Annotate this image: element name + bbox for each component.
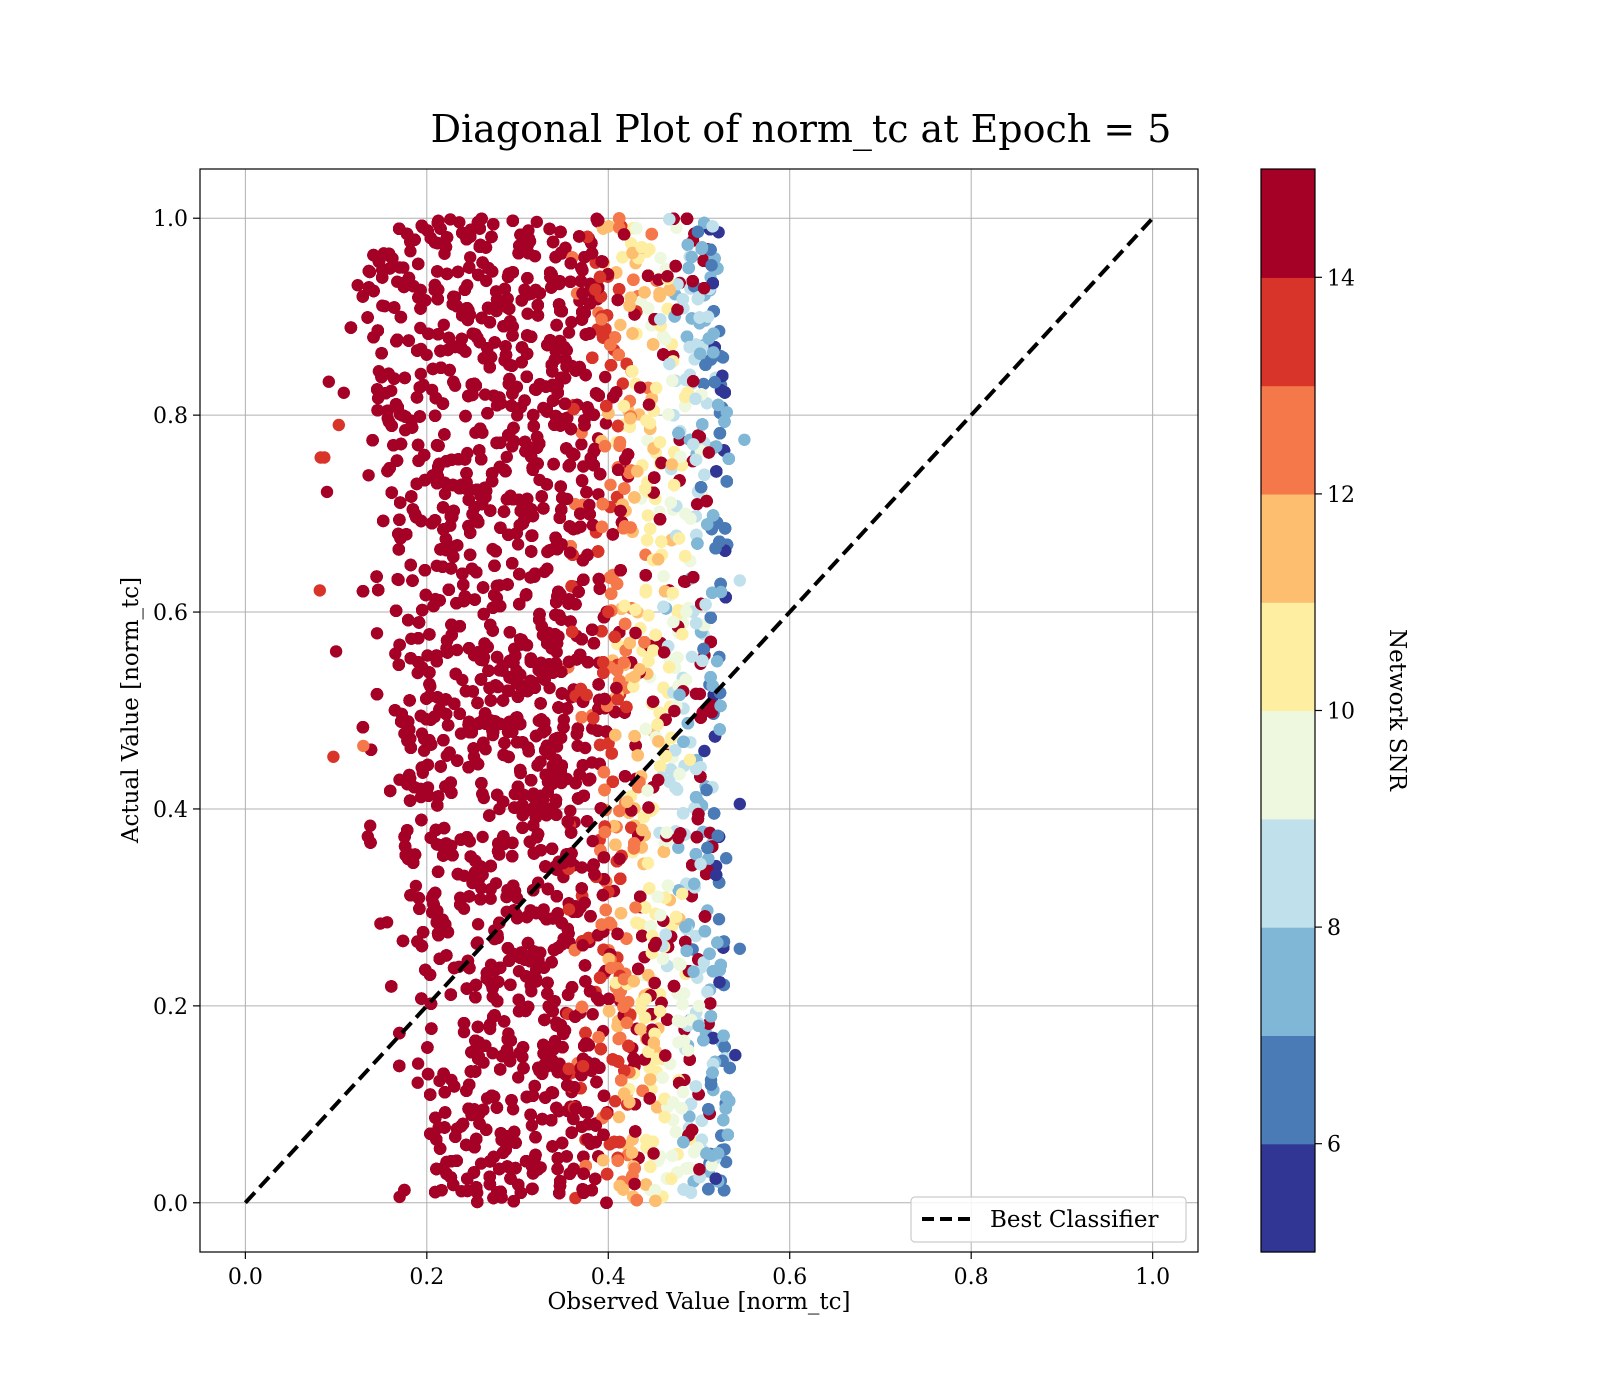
scatter-point bbox=[700, 397, 714, 410]
scatter-point bbox=[565, 315, 578, 329]
scatter-point bbox=[444, 213, 457, 226]
scatter-point bbox=[525, 1119, 539, 1132]
scatter-point bbox=[720, 406, 733, 419]
scatter-point bbox=[364, 819, 377, 832]
scatter-point bbox=[511, 538, 525, 551]
scatter-point bbox=[362, 469, 375, 482]
scatter-point bbox=[616, 377, 629, 390]
scatter-point bbox=[685, 650, 699, 663]
scatter-point bbox=[592, 488, 605, 501]
scatter-point bbox=[457, 1025, 471, 1039]
scatter-point bbox=[476, 830, 489, 844]
scatter-point bbox=[689, 687, 703, 700]
scatter-point bbox=[409, 879, 423, 893]
scatter-point bbox=[411, 1057, 425, 1070]
scatter-point bbox=[683, 1110, 696, 1123]
scatter-point bbox=[609, 1095, 622, 1108]
scatter-point bbox=[489, 877, 503, 890]
scatter-point bbox=[690, 498, 704, 511]
scatter-point bbox=[672, 841, 685, 854]
scatter-point bbox=[337, 386, 350, 399]
scatter-point bbox=[502, 684, 515, 698]
scatter-point bbox=[642, 609, 655, 622]
scatter-point bbox=[414, 367, 427, 381]
scatter-point bbox=[641, 509, 654, 522]
scatter-point bbox=[614, 318, 627, 332]
scatter-point bbox=[374, 917, 387, 930]
scatter-point bbox=[464, 251, 477, 264]
scatter-point bbox=[575, 438, 588, 451]
scatter-point bbox=[511, 409, 524, 422]
scatter-point bbox=[624, 237, 638, 250]
scatter-point bbox=[599, 417, 613, 430]
scatter-point bbox=[530, 215, 543, 229]
scatter-point bbox=[370, 627, 384, 640]
scatter-point bbox=[421, 649, 434, 662]
scatter-point bbox=[351, 279, 364, 292]
scatter-point bbox=[575, 474, 589, 487]
scatter-point bbox=[521, 307, 534, 320]
scatter-point bbox=[586, 834, 599, 848]
scatter-point bbox=[698, 744, 711, 758]
scatter-point bbox=[657, 681, 670, 694]
scatter-point bbox=[471, 918, 485, 931]
scatter-point bbox=[562, 326, 576, 339]
chart-title: Diagonal Plot of norm_tc at Epoch = 5 bbox=[431, 107, 1172, 152]
scatter-point bbox=[697, 377, 710, 391]
scatter-point bbox=[484, 892, 497, 905]
scatter-point bbox=[586, 1008, 599, 1021]
scatter-point bbox=[579, 741, 592, 755]
scatter-point bbox=[577, 460, 590, 473]
scatter-point bbox=[437, 318, 450, 331]
scatter-point bbox=[543, 681, 556, 695]
scatter-points bbox=[313, 212, 751, 1210]
scatter-point bbox=[512, 1071, 525, 1084]
scatter-point bbox=[612, 1110, 626, 1124]
scatter-point bbox=[716, 351, 730, 364]
scatter-point bbox=[378, 300, 391, 313]
scatter-point bbox=[500, 450, 513, 464]
scatter-point bbox=[654, 251, 667, 265]
scatter-point bbox=[712, 913, 726, 926]
scatter-point bbox=[404, 245, 417, 258]
scatter-point bbox=[719, 1155, 733, 1169]
scatter-point bbox=[450, 643, 464, 657]
scatter-point bbox=[599, 370, 612, 384]
scatter-point bbox=[564, 804, 577, 817]
scatter-point bbox=[604, 478, 617, 491]
